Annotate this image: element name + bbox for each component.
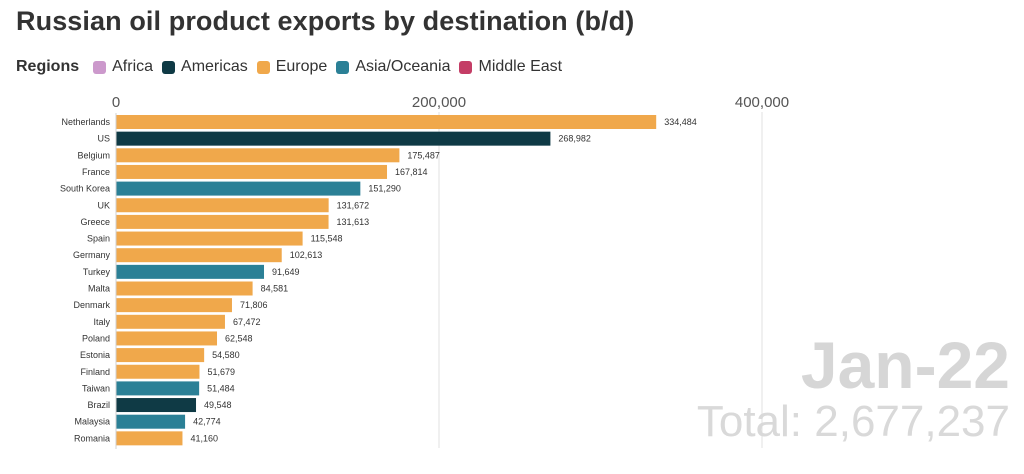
value-label: 54,580	[212, 350, 240, 360]
value-label: 175,487	[407, 150, 440, 160]
category-label: Spain	[87, 234, 110, 244]
value-label: 131,613	[337, 217, 370, 227]
bar	[116, 348, 205, 363]
bar	[116, 115, 657, 129]
category-label: Belgium	[77, 150, 110, 160]
x-tick-label: 0	[112, 94, 120, 111]
value-label: 131,672	[337, 200, 370, 210]
bar	[116, 148, 400, 163]
legend-label: Europe	[275, 58, 328, 75]
bar	[116, 314, 225, 329]
category-label: Taiwan	[82, 383, 110, 393]
value-label: 91,649	[272, 267, 300, 277]
category-label: Brazil	[87, 400, 110, 410]
bar	[116, 231, 303, 246]
x-tick-label: 200,000	[412, 94, 466, 111]
x-tick-label: 400,000	[735, 94, 789, 111]
bar	[116, 331, 218, 346]
legend-swatch-middle-east	[459, 60, 473, 74]
category-label: Estonia	[80, 350, 110, 360]
bar	[116, 281, 253, 296]
bar	[116, 298, 232, 313]
value-label: 67,472	[233, 317, 261, 327]
value-label: 115,548	[311, 234, 343, 244]
legend-item-middle-east[interactable]: Middle East	[459, 58, 562, 76]
period-label: Jan-22	[800, 328, 1010, 402]
category-label: Poland	[82, 333, 110, 343]
value-label: 167,814	[395, 167, 428, 177]
bar	[116, 431, 183, 446]
value-label: 334,484	[664, 117, 697, 127]
bar	[116, 214, 329, 229]
bar	[116, 198, 329, 213]
category-label: South Korea	[60, 184, 110, 194]
legend-item-americas[interactable]: Americas	[162, 58, 248, 76]
legend-item-asia-oceania[interactable]: Asia/Oceania	[336, 58, 450, 76]
category-label: Turkey	[83, 267, 111, 277]
bar	[116, 364, 200, 379]
bar	[116, 264, 265, 279]
bar	[116, 181, 361, 196]
legend-item-europe[interactable]: Europe	[256, 58, 328, 76]
legend-title: Regions	[16, 58, 80, 75]
category-label: Germany	[73, 250, 111, 260]
bar	[116, 398, 197, 413]
legend-swatch-asia-oceania	[336, 60, 350, 74]
value-label: 71,806	[240, 300, 268, 310]
chart-title: Russian oil product exports by destinati…	[16, 6, 635, 36]
value-label: 51,484	[207, 383, 235, 393]
legend-swatch-americas	[162, 60, 176, 74]
value-label: 41,160	[190, 433, 218, 443]
category-label: UK	[97, 200, 110, 210]
legend-label: Africa	[112, 58, 154, 75]
value-label: 51,679	[207, 367, 235, 377]
category-label: Finland	[80, 367, 110, 377]
legend-label: Americas	[181, 58, 248, 75]
value-label: 151,290	[368, 184, 401, 194]
bar	[116, 131, 551, 146]
total-label: Total: 2,677,237	[696, 397, 1010, 446]
category-label: Malta	[88, 284, 110, 294]
legend-swatch-europe	[256, 60, 270, 74]
legend: Regions Africa Americas Europe Asia/Ocea…	[16, 57, 571, 77]
value-label: 102,613	[290, 250, 323, 260]
category-label: France	[82, 167, 110, 177]
value-label: 42,774	[193, 417, 221, 427]
bar	[116, 381, 200, 396]
value-label: 268,982	[558, 134, 591, 144]
value-label: 84,581	[261, 284, 289, 294]
value-label: 62,548	[225, 333, 253, 343]
category-label: Greece	[80, 217, 110, 227]
category-label: Netherlands	[61, 117, 110, 127]
legend-label: Middle East	[478, 58, 563, 75]
bar	[116, 164, 388, 179]
value-label: 49,548	[204, 400, 232, 410]
bar	[116, 248, 282, 263]
bar	[116, 414, 186, 429]
category-label: Denmark	[73, 300, 110, 310]
category-label: Romania	[74, 433, 110, 443]
legend-swatch-africa	[93, 60, 107, 74]
legend-label: Asia/Oceania	[355, 58, 451, 75]
category-label: Malaysia	[74, 417, 110, 427]
legend-item-africa[interactable]: Africa	[93, 58, 153, 76]
category-label: Italy	[93, 317, 110, 327]
category-label: US	[97, 134, 110, 144]
